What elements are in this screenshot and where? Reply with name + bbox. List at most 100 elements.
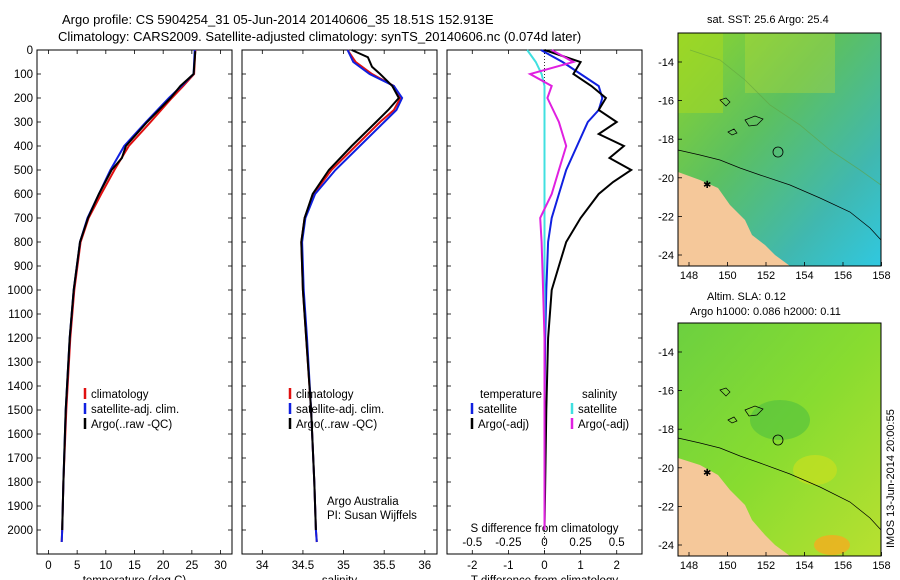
map-y-tick-label: -22: [658, 501, 674, 513]
map-y-tick-label: -20: [658, 173, 674, 185]
legend-label: climatology: [91, 389, 149, 401]
series-line: [60, 49, 196, 543]
sst-warm-patch-2: [745, 33, 835, 93]
x-tick-label: 15: [128, 560, 141, 572]
sst-land: [678, 172, 790, 266]
sla-land: [678, 458, 790, 556]
map-y-tick-label: -18: [658, 134, 674, 146]
y-tick-label: 2000: [7, 525, 33, 537]
sla-contour: [677, 437, 882, 531]
map-y-tick-label: -16: [658, 96, 674, 108]
y-tick-label: 1500: [7, 405, 33, 417]
map-x-tick-label: 148: [680, 560, 698, 572]
plot-frame: [241, 49, 438, 555]
imos-credit: IMOS 13-Jun-2014 20:00:55: [885, 409, 897, 548]
legend-label: Argo(..raw -QC): [91, 419, 172, 431]
map-x-tick-label: 154: [795, 270, 813, 282]
map-y-tick-label: -14: [658, 347, 674, 359]
x-tick-label: 20: [157, 560, 170, 572]
series-line: [543, 49, 634, 531]
sst-star-icon: ✱: [703, 180, 711, 191]
x2-tick-label: 0: [541, 537, 547, 549]
x-tick-label: 34.5: [292, 560, 314, 572]
x-axis-label: temperature (deg C): [83, 575, 187, 580]
sla-low-patch: [750, 400, 810, 440]
salinity-panel: 34 34.5 35 35.5 36 salinity climatology satelli…: [241, 49, 438, 580]
legend-label: Argo(..raw -QC): [296, 419, 377, 431]
sst-map: sat. SST: 25.6 Argo: 25.4 ✱ 148 150 152 154…: [658, 14, 891, 282]
x-tick-label: 10: [99, 560, 112, 572]
map-x-tick-label: 156: [834, 270, 852, 282]
legend-label: satellite: [478, 404, 517, 416]
sst-warm-patch: [678, 33, 723, 113]
y-tick-label: 100: [14, 69, 33, 81]
sla-map: Altim. SLA: 0.12 Argo h1000: 0.086 h2000…: [658, 291, 891, 572]
annotation-text: PI: Susan Wijffels: [327, 510, 417, 522]
x-axis-label: salinity: [322, 575, 357, 580]
y-tick-label: 900: [14, 261, 33, 273]
map-x-tick-label: 156: [834, 560, 852, 572]
map-y-tick-label: -16: [658, 386, 674, 398]
x-tick-label: 34: [256, 560, 269, 572]
map-x-tick-label: 150: [718, 560, 736, 572]
x-tick-label: 35: [337, 560, 350, 572]
sla-peak-patch: [814, 535, 850, 555]
x-tick-label: 0: [541, 560, 547, 572]
sla-argo-location: [772, 434, 784, 446]
legend-label: satellite: [578, 404, 617, 416]
map-y-tick-label: -22: [658, 211, 674, 223]
sst-contour: [677, 149, 882, 241]
x2-tick-label: -0.5: [462, 537, 482, 549]
sst-map-title: sat. SST: 25.6 Argo: 25.4: [707, 14, 829, 26]
sla-map-title2: Argo h1000: 0.086 h2000: 0.11: [690, 306, 841, 318]
sla-map-title: Altim. SLA: 0.12: [707, 291, 786, 303]
y-tick-label: 300: [14, 117, 33, 129]
sst-isotherm: [689, 49, 882, 186]
y-tick-label: 1000: [7, 285, 33, 297]
sla-reefs: [719, 387, 764, 424]
temperature-panel: 0100200300400500600700800900100011001200…: [7, 45, 233, 580]
y-tick-label: 1400: [7, 381, 33, 393]
y-tick-label: 200: [14, 93, 33, 105]
map-x-tick-label: 158: [872, 270, 890, 282]
map-y-tick-label: -20: [658, 463, 674, 475]
map-y-tick-label: -14: [658, 57, 674, 69]
y-tick-label: 600: [14, 189, 33, 201]
x-tick-label: -1: [503, 560, 513, 572]
series-line: [300, 49, 401, 531]
sst-reefs: [719, 97, 764, 136]
series-line: [61, 51, 197, 531]
y-tick-label: 1900: [7, 501, 33, 513]
title-line1: Argo profile: CS 5904254_31 05-Jun-2014 …: [62, 12, 494, 27]
map-x-tick-label: 152: [757, 560, 775, 572]
legend-label: climatology: [296, 389, 354, 401]
y-tick-label: 1700: [7, 453, 33, 465]
y-tick-label: 400: [14, 141, 33, 153]
y-tick-label: 1200: [7, 333, 33, 345]
legend-title: salinity: [582, 389, 617, 401]
x2-tick-label: -0.25: [495, 537, 521, 549]
legend-label: satellite-adj. clim.: [296, 404, 384, 416]
legend-label: Argo(-adj): [578, 419, 629, 431]
sst-argo-location: [772, 146, 784, 158]
y-tick-label: 1100: [8, 309, 33, 321]
plot-frame: [36, 49, 233, 555]
series-line: [540, 49, 604, 530]
x-axis-label: T difference from climatology: [471, 575, 618, 580]
x2-tick-label: 0.5: [609, 537, 625, 549]
legend-title: temperature: [480, 389, 542, 401]
x-tick-label: 25: [185, 560, 198, 572]
y-tick-label: 1600: [7, 429, 33, 441]
sla-high-patch: [793, 455, 837, 485]
series-line: [60, 49, 197, 543]
series-line: [300, 49, 402, 543]
x-tick-label: 36: [418, 560, 431, 572]
series-line: [526, 49, 546, 530]
map-y-tick-label: -24: [658, 250, 674, 262]
series-line: [527, 49, 577, 530]
y-tick-label: 500: [14, 165, 33, 177]
y-tick-label: 0: [27, 45, 33, 57]
difference-panel: -2 -1 0 1 2 T difference from climatology -0.5…: [446, 49, 643, 580]
map-x-tick-label: 152: [757, 270, 775, 282]
y-tick-label: 1300: [7, 357, 33, 369]
